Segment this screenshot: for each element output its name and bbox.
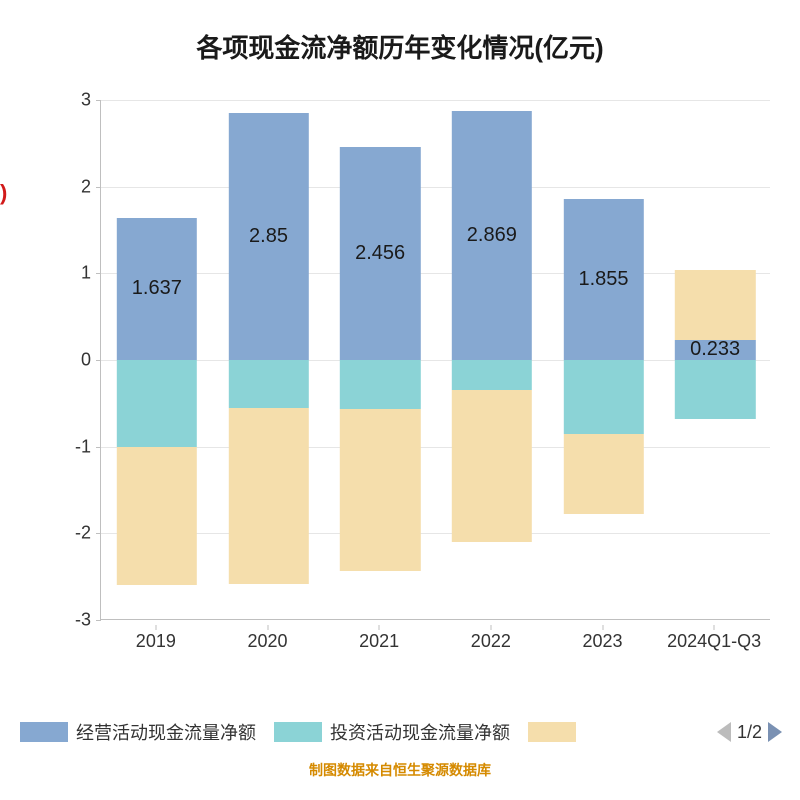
- bar-segment: [117, 447, 197, 586]
- bar-value-label: 0.233: [690, 338, 740, 361]
- bar-value-label: 2.869: [467, 224, 517, 247]
- y-tick-label: 3: [81, 90, 101, 111]
- legend: 经营活动现金流量净额 投资活动现金流量净额 1/2: [0, 716, 800, 748]
- x-tick-label: 2019: [136, 631, 176, 652]
- bar-segment: [340, 360, 420, 409]
- legend-pager[interactable]: 1/2: [717, 722, 782, 743]
- x-axis-labels: 2019 2020 2021 2022 2023 2024Q1-Q3: [100, 625, 770, 655]
- legend-item: 经营活动现金流量净额: [20, 719, 256, 745]
- legend-item: 投资活动现金流量净额: [274, 719, 510, 745]
- pager-text: 1/2: [737, 722, 762, 743]
- y-tick-label: -2: [75, 523, 101, 544]
- chart-title: 各项现金流净额历年变化情况(亿元): [0, 0, 800, 65]
- bar-segment: [675, 270, 755, 339]
- bar-value-label: 1.637: [132, 277, 182, 300]
- y-tick-label: -3: [75, 610, 101, 631]
- bar-group: 1.637: [117, 100, 197, 620]
- ylabel-fragment: ): [0, 180, 7, 206]
- gridline: [101, 360, 770, 361]
- bar-segment: [452, 390, 532, 542]
- bar-segment: [340, 409, 420, 571]
- plot-area: -3-2-101231.6372.852.4562.8691.8550.233: [100, 100, 770, 620]
- bar-segment: [563, 434, 643, 515]
- bar-segment: [228, 408, 308, 584]
- bar-group: 2.85: [228, 100, 308, 620]
- bar-segment: [675, 360, 755, 419]
- legend-item: [528, 722, 584, 742]
- bar-segment: [563, 360, 643, 434]
- chart-area: -3-2-101231.6372.852.4562.8691.8550.233 …: [60, 100, 770, 660]
- gridline: [101, 100, 770, 101]
- x-tick-label: 2023: [582, 631, 622, 652]
- bar-value-label: 2.85: [249, 225, 288, 248]
- chevron-right-icon[interactable]: [768, 722, 782, 742]
- x-tick-label: 2021: [359, 631, 399, 652]
- chevron-left-icon[interactable]: [717, 722, 731, 742]
- y-tick-label: -1: [75, 436, 101, 457]
- bar-group: 1.855: [563, 100, 643, 620]
- y-tick-label: 2: [81, 176, 101, 197]
- data-source: 制图数据来自恒生聚源数据库: [0, 760, 800, 780]
- bar-segment: [228, 360, 308, 408]
- x-tick-label: 2024Q1-Q3: [667, 631, 761, 652]
- legend-label: 投资活动现金流量净额: [330, 719, 510, 745]
- y-tick-label: 1: [81, 263, 101, 284]
- bar-value-label: 1.855: [578, 268, 628, 291]
- legend-swatch: [528, 722, 576, 742]
- legend-swatch: [274, 722, 322, 742]
- bar-group: 2.456: [340, 100, 420, 620]
- x-tick-label: 2022: [471, 631, 511, 652]
- gridline: [101, 187, 770, 188]
- bar-group: 2.869: [452, 100, 532, 620]
- bar-group: 0.233: [675, 100, 755, 620]
- bar-segment: [452, 360, 532, 390]
- legend-label: 经营活动现金流量净额: [76, 719, 256, 745]
- bar-value-label: 2.456: [355, 242, 405, 265]
- gridline: [101, 447, 770, 448]
- gridline: [101, 620, 770, 621]
- y-tick-label: 0: [81, 350, 101, 371]
- gridline: [101, 533, 770, 534]
- bar-segment: [117, 360, 197, 447]
- gridline: [101, 273, 770, 274]
- x-tick-label: 2020: [247, 631, 287, 652]
- legend-swatch: [20, 722, 68, 742]
